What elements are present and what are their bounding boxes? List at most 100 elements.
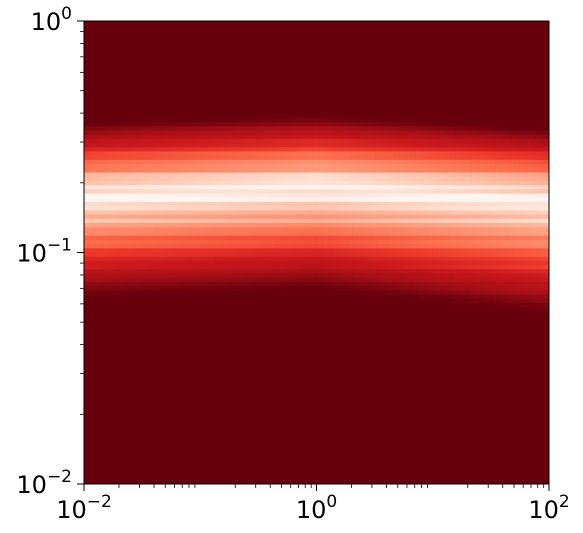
heatmap-cell bbox=[269, 126, 275, 132]
heatmap-cell bbox=[164, 185, 170, 190]
heatmap-cell bbox=[414, 252, 420, 258]
heatmap-cell bbox=[459, 180, 465, 186]
heatmap-cell bbox=[349, 256, 355, 262]
heatmap-cell bbox=[99, 252, 105, 258]
heatmap-cell bbox=[139, 180, 145, 186]
heatmap-cell bbox=[289, 126, 295, 132]
heatmap-cell bbox=[209, 269, 215, 275]
heatmap-cell bbox=[309, 214, 315, 220]
heatmap-cell bbox=[349, 193, 355, 199]
heatmap-cell bbox=[214, 143, 220, 148]
heatmap-cell bbox=[534, 155, 540, 161]
heatmap-cell bbox=[224, 223, 230, 228]
heatmap-cell bbox=[249, 130, 255, 136]
heatmap-cell bbox=[379, 244, 385, 249]
heatmap-cell bbox=[184, 269, 190, 275]
heatmap-cell bbox=[214, 248, 220, 254]
heatmap-column bbox=[139, 122, 145, 296]
heatmap-cell bbox=[509, 155, 515, 161]
heatmap-cell bbox=[139, 122, 145, 127]
heatmap-cell bbox=[184, 147, 190, 153]
heatmap-cell bbox=[519, 126, 525, 132]
heatmap-cell bbox=[499, 193, 505, 199]
heatmap-cell bbox=[469, 210, 475, 216]
heatmap-cell bbox=[329, 176, 335, 182]
heatmap-cell bbox=[159, 189, 165, 195]
heatmap-cell bbox=[219, 126, 225, 132]
heatmap-cell bbox=[524, 143, 530, 148]
heatmap-cell bbox=[349, 235, 355, 241]
heatmap-cell bbox=[119, 239, 125, 245]
heatmap-cell bbox=[259, 185, 265, 190]
heatmap-cell bbox=[404, 176, 410, 182]
heatmap-cell bbox=[129, 244, 135, 249]
heatmap-cell bbox=[94, 227, 100, 233]
heatmap-cell bbox=[499, 130, 505, 136]
heatmap-cell bbox=[269, 231, 275, 237]
heatmap-cell bbox=[139, 239, 145, 245]
heatmap-cell bbox=[334, 231, 340, 237]
heatmap-cell bbox=[214, 231, 220, 237]
heatmap-cell bbox=[129, 210, 135, 216]
heatmap-cell bbox=[354, 273, 360, 279]
heatmap-cell bbox=[539, 151, 545, 157]
heatmap-cell bbox=[389, 122, 395, 127]
heatmap-cell bbox=[454, 239, 460, 245]
heatmap-cell bbox=[164, 180, 170, 186]
heatmap-column bbox=[239, 117, 245, 291]
heatmap-cell bbox=[99, 286, 105, 291]
heatmap-cell bbox=[519, 277, 525, 283]
heatmap-cell bbox=[269, 214, 275, 220]
heatmap-cell bbox=[354, 155, 360, 161]
heatmap-cell bbox=[414, 227, 420, 233]
heatmap-cell bbox=[314, 206, 320, 212]
heatmap-cell bbox=[214, 193, 220, 199]
heatmap-cell bbox=[529, 185, 535, 190]
heatmap-cell bbox=[349, 252, 355, 258]
heatmap-cell bbox=[244, 235, 250, 241]
heatmap-cell bbox=[374, 281, 380, 287]
heatmap-column bbox=[424, 122, 430, 300]
heatmap-cell bbox=[409, 159, 415, 165]
heatmap-cell bbox=[239, 159, 245, 165]
heatmap-cell bbox=[349, 273, 355, 279]
heatmap-cell bbox=[364, 197, 370, 203]
heatmap-cell bbox=[209, 273, 215, 279]
heatmap-cell bbox=[289, 248, 295, 254]
heatmap-cell bbox=[494, 239, 500, 245]
heatmap-cell bbox=[399, 277, 405, 283]
heatmap-cell bbox=[509, 286, 515, 291]
heatmap-cell bbox=[354, 252, 360, 258]
heatmap-cell bbox=[479, 172, 485, 178]
heatmap-cell bbox=[104, 273, 110, 279]
heatmap-cell bbox=[229, 134, 235, 140]
heatmap-column bbox=[404, 122, 410, 300]
heatmap-cell bbox=[349, 231, 355, 237]
heatmap-cell bbox=[339, 155, 345, 161]
heatmap-cell bbox=[514, 218, 520, 224]
heatmap-cell bbox=[354, 168, 360, 174]
heatmap-cell bbox=[529, 227, 535, 233]
heatmap-cell bbox=[469, 231, 475, 237]
heatmap-cell bbox=[509, 269, 515, 275]
heatmap-cell bbox=[109, 260, 115, 266]
heatmap-cell bbox=[514, 138, 520, 144]
heatmap-cell bbox=[309, 151, 315, 157]
heatmap-cell bbox=[144, 201, 150, 207]
heatmap-cell bbox=[399, 197, 405, 203]
heatmap-cell bbox=[119, 151, 125, 157]
heatmap-cell bbox=[124, 201, 130, 207]
heatmap-cell bbox=[509, 206, 515, 212]
heatmap-cell bbox=[344, 197, 350, 203]
heatmap-cell bbox=[224, 185, 230, 190]
heatmap-cell bbox=[414, 214, 420, 220]
heatmap-cell bbox=[409, 227, 415, 233]
heatmap-cell bbox=[309, 218, 315, 224]
heatmap-cell bbox=[209, 235, 215, 241]
heatmap-cell bbox=[174, 277, 180, 283]
heatmap-cell bbox=[454, 138, 460, 144]
heatmap-cell bbox=[119, 180, 125, 186]
heatmap-cell bbox=[164, 260, 170, 266]
heatmap-cell bbox=[114, 231, 120, 237]
heatmap-cell bbox=[144, 218, 150, 224]
